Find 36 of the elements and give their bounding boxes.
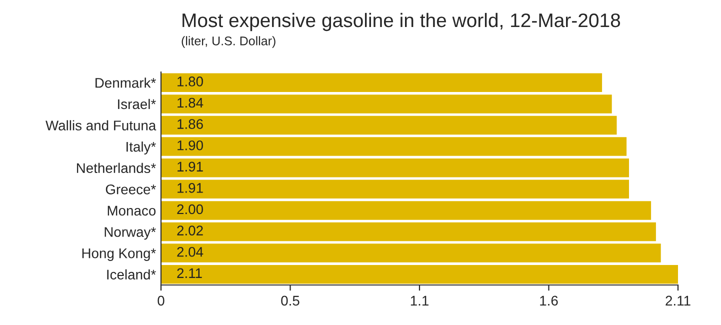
- data-label: 2.00: [177, 204, 203, 214]
- data-label: 2.04: [177, 246, 204, 257]
- y-tick-label: Iceland*: [107, 269, 156, 280]
- y-tick-label: Hong Kong*: [82, 248, 156, 261]
- y-tick-label: Greece*: [106, 184, 156, 194]
- x-tick-label: 1.1: [410, 296, 428, 306]
- y-tick-label: Israel*: [118, 98, 156, 110]
- bar: [161, 137, 627, 156]
- bar: [161, 222, 656, 242]
- bar: [161, 116, 617, 135]
- data-label: 2.11: [177, 268, 202, 278]
- y-tick-label: Denmark*: [96, 78, 156, 88]
- y-tick-label: Netherlands*: [76, 162, 156, 174]
- bar: [161, 158, 629, 178]
- bar: [161, 73, 602, 92]
- chart-title: Most expensive gasoline in the world, 12-Mar-2018: [182, 12, 620, 32]
- x-tick-label: 2.11: [666, 296, 690, 306]
- data-label: 1.91: [178, 183, 203, 193]
- data-label: 1.84: [178, 98, 204, 108]
- bar: [161, 201, 652, 220]
- bar: [161, 180, 629, 199]
- data-label: 1.90: [178, 140, 203, 150]
- y-tick-label: Italy*: [126, 142, 156, 154]
- bar: [161, 94, 612, 114]
- x-tick-label: 0: [158, 296, 164, 306]
- y-tick-label: Wallis and Futuna: [46, 120, 156, 130]
- y-tick-label: Monaco: [108, 206, 156, 216]
- x-tick-label: 0.5: [281, 296, 300, 306]
- bar: [161, 244, 661, 262]
- data-label: 1.80: [178, 76, 203, 86]
- data-label: 1.86: [178, 119, 203, 129]
- chart-subtitle: (liter, U.S. Dollar): [182, 36, 276, 48]
- data-label: 1.91: [178, 162, 203, 172]
- y-tick-label: Norway*: [104, 227, 156, 240]
- x-tick-label: 1.6: [540, 296, 558, 306]
- data-label: 2.02: [177, 226, 203, 236]
